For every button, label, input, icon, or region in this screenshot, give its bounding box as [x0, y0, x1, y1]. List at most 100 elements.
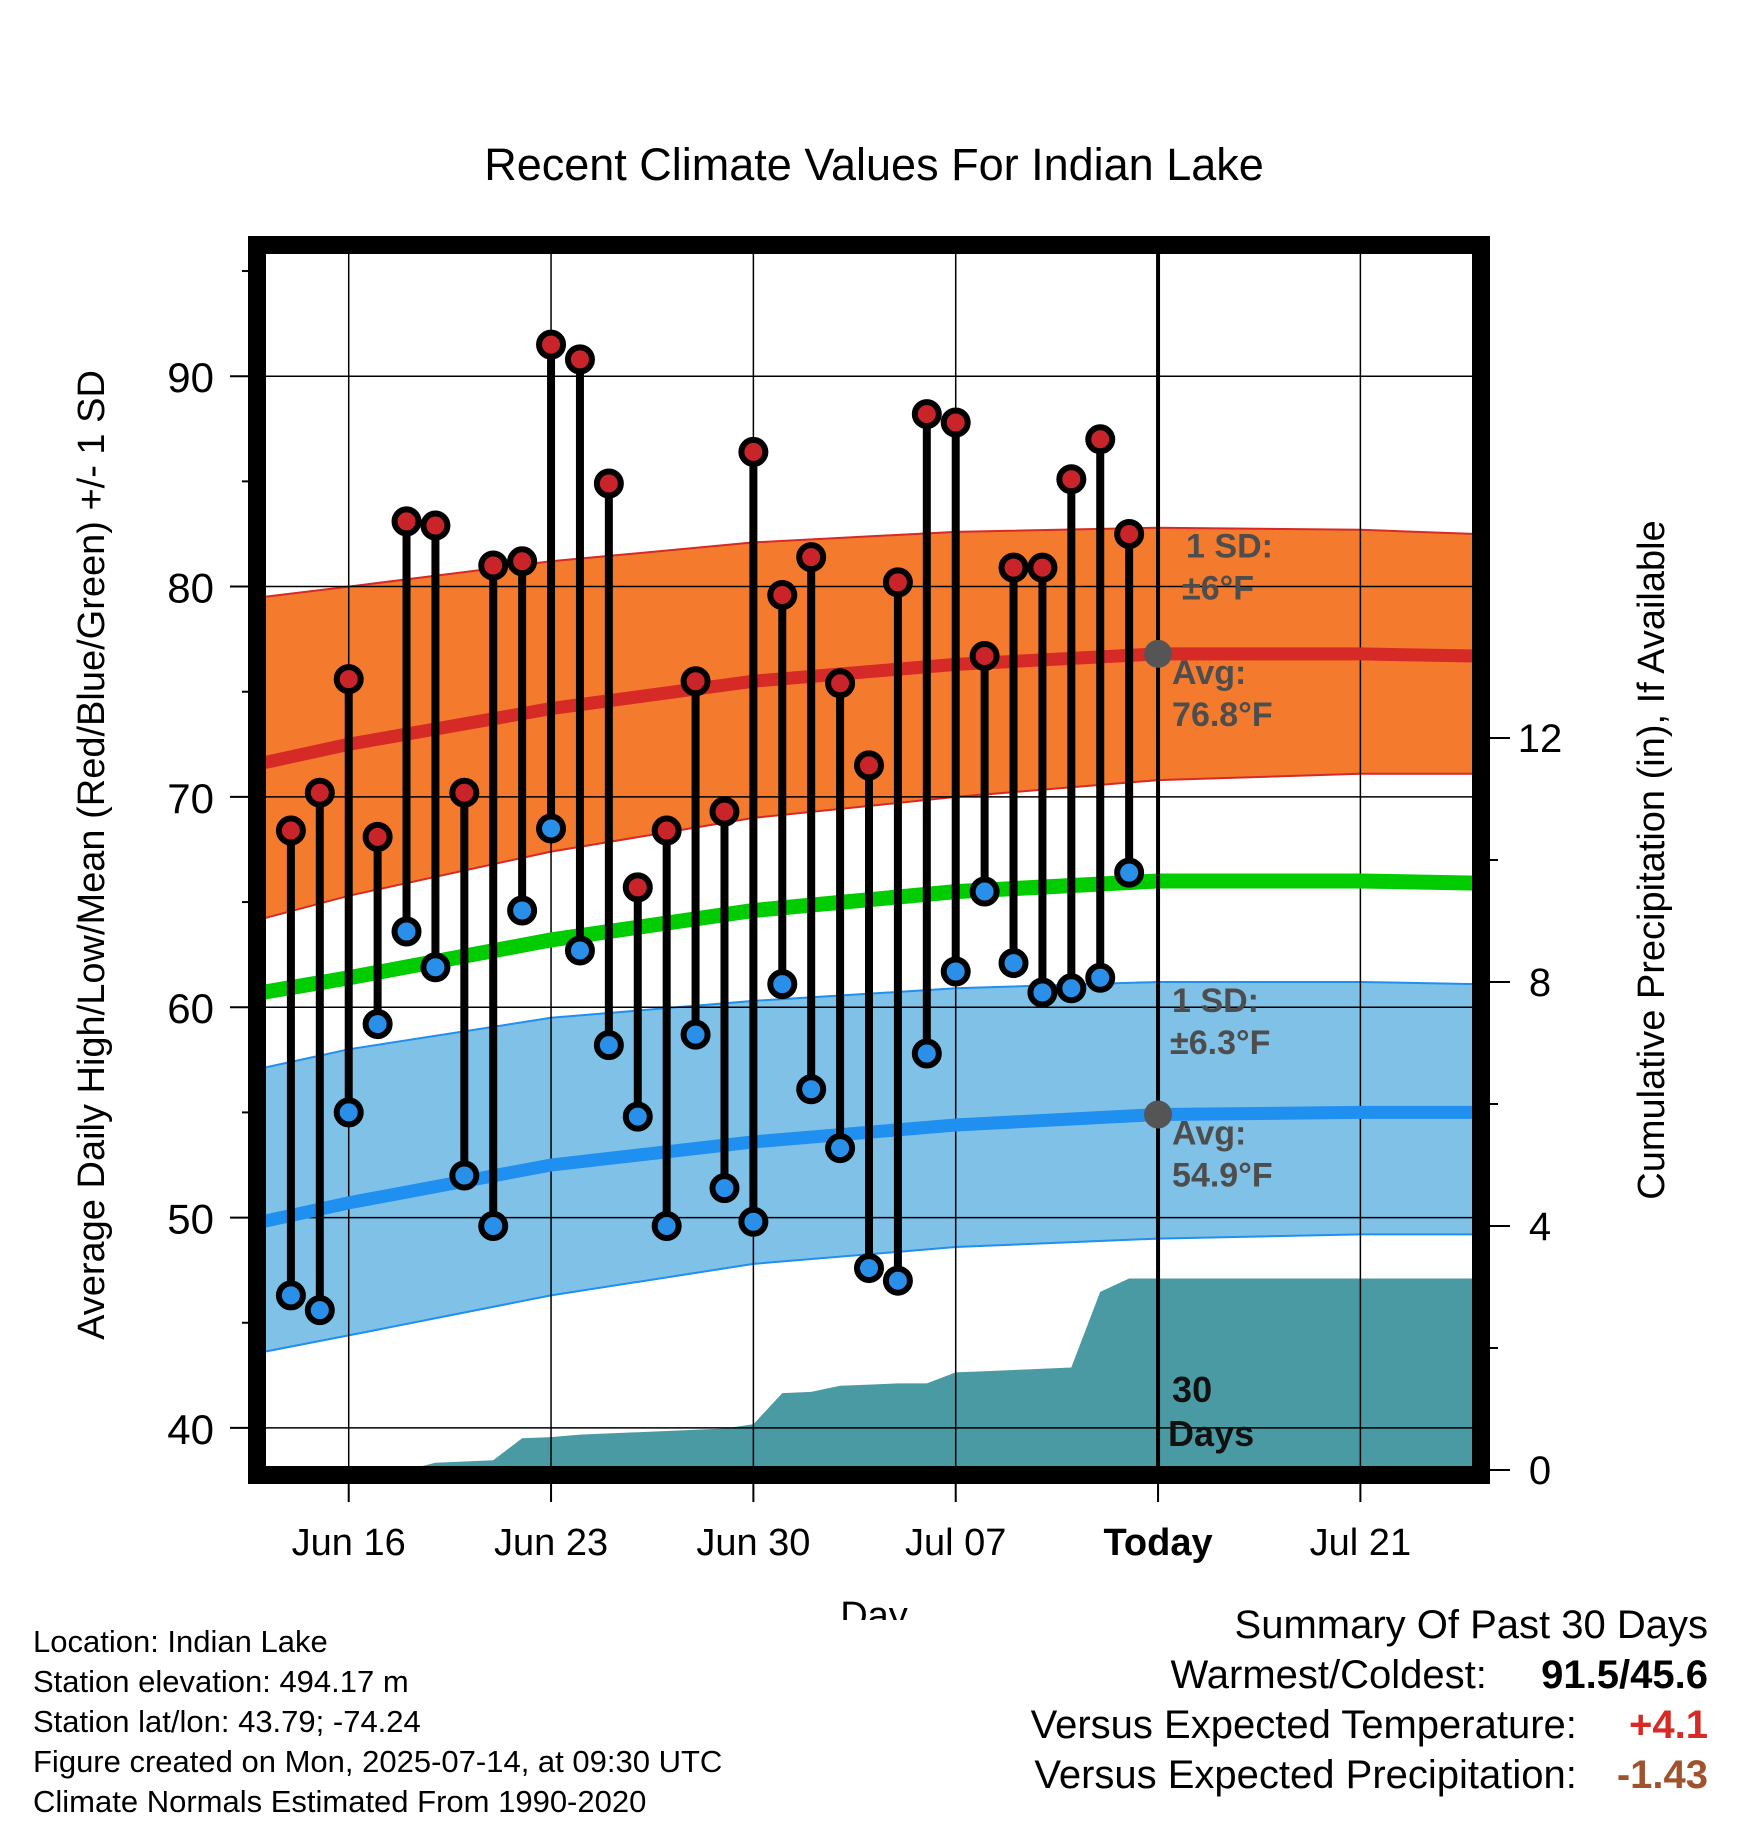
- daily-low-point: [882, 1265, 913, 1296]
- low-avg-value: 54.9°F: [1172, 1157, 1273, 1195]
- x-tick-label: Jul 07: [905, 1522, 1006, 1564]
- daily-high-point: [738, 436, 769, 467]
- y-tick-label: 60: [167, 985, 214, 1032]
- plot-area: 1 SD: ±6°F Avg: 76.8°F 1 SD: ±6.3°F Avg: 54.9°F…: [167, 236, 1563, 1564]
- high-avg-value: 76.8°F: [1172, 696, 1273, 734]
- daily-high-point: [593, 468, 624, 499]
- daily-low-point: [709, 1173, 740, 1204]
- daily-low-point: [478, 1211, 509, 1241]
- temp-row: Versus Expected Temperature: +4.1: [1031, 1700, 1708, 1750]
- y-tick-label: 40: [167, 1406, 214, 1453]
- y-tick-label: 90: [167, 354, 214, 401]
- daily-low-point: [362, 1009, 393, 1040]
- daily-low-point: [333, 1097, 364, 1128]
- temp-value: +4.1: [1629, 1703, 1708, 1747]
- daily-high-point: [1085, 424, 1116, 455]
- chart-title: Recent Climate Values For Indian Lake: [484, 139, 1264, 190]
- low-avg-label: Avg:: [1172, 1115, 1246, 1153]
- daily-low-point: [1056, 973, 1087, 1004]
- daily-low-point: [651, 1211, 682, 1241]
- daily-high-point: [1056, 464, 1087, 495]
- daily-high-point: [507, 546, 538, 577]
- daily-low-point: [593, 1030, 624, 1061]
- daily-high-point: [854, 750, 884, 781]
- daily-high-point: [940, 407, 971, 438]
- daily-low-point: [825, 1133, 856, 1164]
- daily-low-point: [275, 1280, 306, 1311]
- daily-low-point: [680, 1019, 711, 1050]
- daily-low-point: [304, 1295, 335, 1326]
- x-tick-label: Jun 30: [696, 1522, 810, 1564]
- daily-high-point: [391, 506, 422, 537]
- daily-low-point: [536, 813, 567, 844]
- x-tick-label: Jun 16: [292, 1522, 406, 1564]
- daily-high-point: [362, 821, 393, 852]
- days-label-number: 30: [1172, 1369, 1212, 1410]
- precip-row: Versus Expected Precipitation: -1.43: [1031, 1750, 1708, 1800]
- today-high-average-marker: [1144, 639, 1173, 668]
- x-axis-label: Day: [840, 1595, 908, 1620]
- location-text: Location: Indian Lake: [33, 1624, 328, 1659]
- daily-high-point: [1114, 518, 1145, 549]
- plot-clipped-group: [262, 250, 1476, 1470]
- daily-high-point: [969, 640, 1000, 671]
- daily-high-point: [275, 815, 306, 846]
- daily-high-point: [333, 664, 364, 695]
- daily-high-point: [796, 542, 827, 573]
- y2-axis-label: Cumulative Precipitation (in), If Availa…: [1631, 520, 1673, 1199]
- daily-high-point: [825, 668, 856, 699]
- daily-high-point: [304, 777, 335, 808]
- plot-frame: [248, 236, 1490, 1484]
- daily-high-point: [420, 510, 451, 541]
- daily-high-point: [998, 552, 1029, 583]
- daily-high-point: [478, 550, 509, 581]
- y2-tick-label: 0: [1529, 1449, 1551, 1493]
- precipitation-area: [319, 1278, 1476, 1470]
- daily-low-point: [998, 948, 1029, 979]
- daily-high-point: [564, 344, 595, 375]
- high-average-line: [262, 647, 1476, 770]
- low-sd-label: 1 SD:: [1172, 982, 1259, 1020]
- daily-low-point: [911, 1038, 942, 1069]
- daily-low-point: [767, 969, 798, 1000]
- warm-cold-value: 91.5/45.6: [1541, 1653, 1708, 1697]
- daily-low-point: [1027, 977, 1058, 1008]
- daily-high-point: [1027, 552, 1058, 583]
- x-tick-label: Jun 23: [494, 1522, 608, 1564]
- daily-low-point: [564, 935, 595, 966]
- daily-high-point: [651, 815, 682, 846]
- precip-value: -1.43: [1616, 1753, 1708, 1797]
- y-axis-label: Average Daily High/Low/Mean (Red/Blue/Gr…: [71, 370, 113, 1340]
- low-sd-value: ±6.3°F: [1170, 1024, 1270, 1062]
- y2-tick-label: 12: [1518, 717, 1563, 761]
- daily-low-point: [391, 916, 422, 947]
- daily-low-point: [738, 1206, 769, 1237]
- mean-average-line: [262, 873, 1476, 1000]
- high-avg-label: Avg:: [1172, 654, 1246, 692]
- warm-cold-label: Warmest/Coldest:: [1170, 1653, 1487, 1697]
- warm-cold-row: Warmest/Coldest: 91.5/45.6: [1031, 1650, 1709, 1700]
- x-tick-label: Jul 21: [1310, 1522, 1411, 1564]
- y2-tick-label: 4: [1529, 1205, 1551, 1249]
- y-tick-label: 50: [167, 1196, 214, 1243]
- daily-high-point: [709, 796, 740, 827]
- daily-low-point: [854, 1253, 884, 1284]
- y-tick-label: 80: [167, 565, 214, 612]
- today-low-average-marker: [1144, 1100, 1173, 1129]
- temp-label: Versus Expected Temperature:: [1030, 1703, 1577, 1747]
- daily-high-point: [680, 666, 711, 697]
- elevation-text: Station elevation: 494.17 m: [33, 1664, 409, 1699]
- high-sd-band: [262, 526, 1476, 920]
- latlon-text: Station lat/lon: 43.79; -74.24: [33, 1704, 421, 1739]
- summary-panel: Summary Of Past 30 Days Warmest/Coldest:…: [1031, 1600, 1708, 1800]
- daily-low-point: [420, 952, 451, 983]
- x-tick-label: Today: [1104, 1522, 1213, 1564]
- station-info: Location: Indian Lake Station elevation:…: [33, 1622, 722, 1822]
- summary-title: Summary Of Past 30 Days: [1234, 1603, 1708, 1647]
- daily-high-point: [767, 579, 798, 610]
- daily-low-point: [507, 895, 538, 926]
- precip-label: Versus Expected Precipitation:: [1034, 1753, 1577, 1797]
- daily-low-point: [449, 1160, 480, 1191]
- days-label-word: Days: [1168, 1413, 1254, 1454]
- y2-tick-label: 8: [1529, 961, 1551, 1005]
